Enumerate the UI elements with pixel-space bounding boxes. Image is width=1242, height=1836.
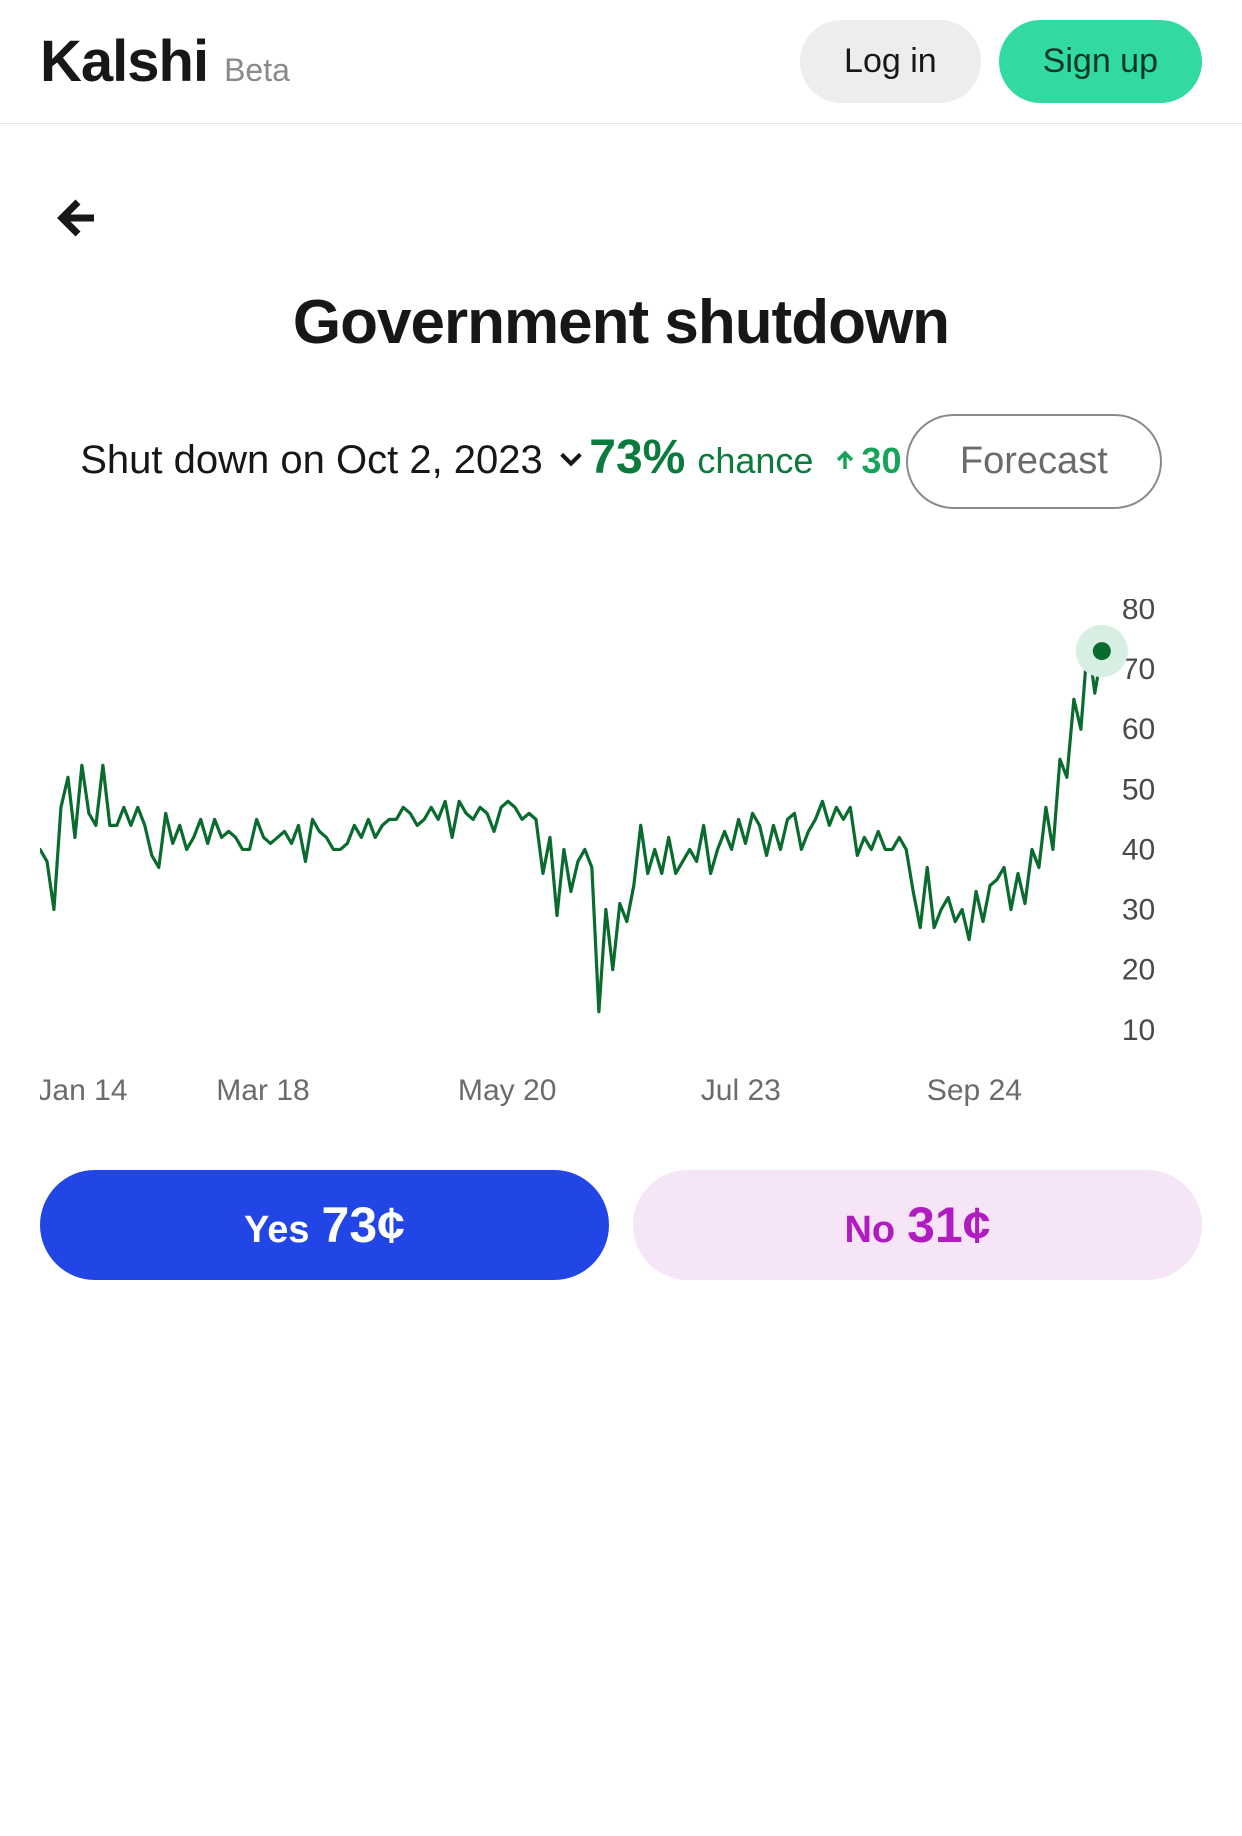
auth-buttons: Log in Sign up bbox=[800, 20, 1202, 103]
svg-text:40: 40 bbox=[1122, 833, 1155, 866]
svg-text:60: 60 bbox=[1122, 713, 1155, 746]
svg-text:Sep 24: Sep 24 bbox=[927, 1074, 1022, 1107]
back-row bbox=[40, 164, 1202, 287]
svg-text:Mar 18: Mar 18 bbox=[216, 1074, 310, 1107]
trade-row: Yes 73¢ No 31¢ bbox=[40, 1170, 1202, 1280]
svg-text:Jan 14: Jan 14 bbox=[40, 1074, 128, 1107]
chance-percent: 73% bbox=[589, 430, 685, 485]
signup-button[interactable]: Sign up bbox=[999, 20, 1202, 103]
svg-text:Jul 23: Jul 23 bbox=[701, 1074, 781, 1107]
market-title: Government shutdown bbox=[40, 287, 1202, 358]
svg-text:80: 80 bbox=[1122, 599, 1155, 626]
content: Government shutdown Shut down on Oct 2, … bbox=[0, 124, 1242, 1330]
no-button[interactable]: No 31¢ bbox=[633, 1170, 1202, 1280]
chance-row: 73% chance 30 bbox=[589, 430, 901, 485]
chance-delta-value: 30 bbox=[861, 440, 901, 482]
price-chart[interactable]: 1020304050607080Jan 14Mar 18May 20Jul 23… bbox=[40, 599, 1202, 1120]
no-price: 31¢ bbox=[907, 1196, 990, 1254]
brand-block: Kalshi Beta bbox=[40, 28, 290, 95]
yes-label: Yes bbox=[244, 1209, 310, 1252]
svg-text:20: 20 bbox=[1122, 954, 1155, 987]
beta-badge: Beta bbox=[224, 52, 290, 89]
arrow-up-icon bbox=[833, 440, 857, 482]
back-arrow-icon[interactable] bbox=[50, 229, 98, 246]
svg-text:50: 50 bbox=[1122, 773, 1155, 806]
market-subtitle-dropdown[interactable]: Shut down on Oct 2, 2023 bbox=[80, 438, 585, 483]
no-label: No bbox=[844, 1209, 895, 1252]
brand-logo[interactable]: Kalshi bbox=[40, 28, 208, 95]
svg-text:10: 10 bbox=[1122, 1014, 1155, 1047]
svg-text:30: 30 bbox=[1122, 894, 1155, 927]
forecast-button[interactable]: Forecast bbox=[906, 414, 1162, 509]
yes-price: 73¢ bbox=[322, 1196, 405, 1254]
chance-delta: 30 bbox=[833, 440, 901, 482]
svg-text:May 20: May 20 bbox=[458, 1074, 557, 1107]
login-button[interactable]: Log in bbox=[800, 20, 981, 103]
market-subtitle: Shut down on Oct 2, 2023 bbox=[80, 438, 543, 483]
header: Kalshi Beta Log in Sign up bbox=[0, 0, 1242, 124]
chance-label: chance bbox=[697, 440, 813, 482]
yes-button[interactable]: Yes 73¢ bbox=[40, 1170, 609, 1280]
chevron-down-icon bbox=[557, 438, 585, 483]
market-header: Government shutdown Shut down on Oct 2, … bbox=[40, 287, 1202, 509]
